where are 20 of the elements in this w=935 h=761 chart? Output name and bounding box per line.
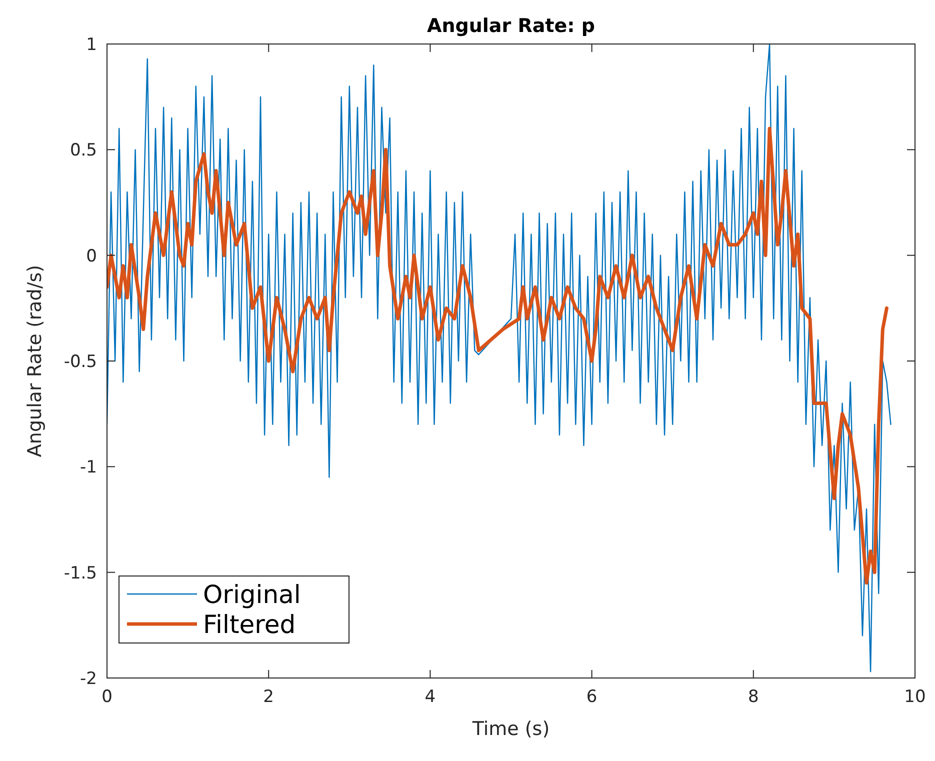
y-axis-title: Angular Rate (rad/s) <box>24 264 46 458</box>
y-tick-label: -2 <box>80 668 97 689</box>
x-tick-label: 2 <box>263 687 274 707</box>
y-tick-label: -0.5 <box>64 352 97 372</box>
legend-label: Filtered <box>203 610 296 639</box>
line-series <box>107 43 892 672</box>
y-tick-label: -1 <box>80 458 97 478</box>
x-tick-label: 6 <box>586 687 598 707</box>
y-tick-label: 0 <box>86 246 97 266</box>
legend-label: Original <box>203 580 301 609</box>
line-series <box>107 126 888 585</box>
x-tick-label: 4 <box>424 687 436 707</box>
x-axis-title: Time (s) <box>471 718 550 740</box>
chart-title: Angular Rate: p <box>427 15 595 37</box>
x-tick-label: 10 <box>904 687 926 707</box>
y-tick-label: 0.5 <box>70 140 97 161</box>
x-tick-label: 0 <box>102 687 112 707</box>
y-tick-label: -1.5 <box>64 563 97 584</box>
x-tick-label: 8 <box>748 687 759 707</box>
y-tick-label: 1 <box>86 34 97 55</box>
